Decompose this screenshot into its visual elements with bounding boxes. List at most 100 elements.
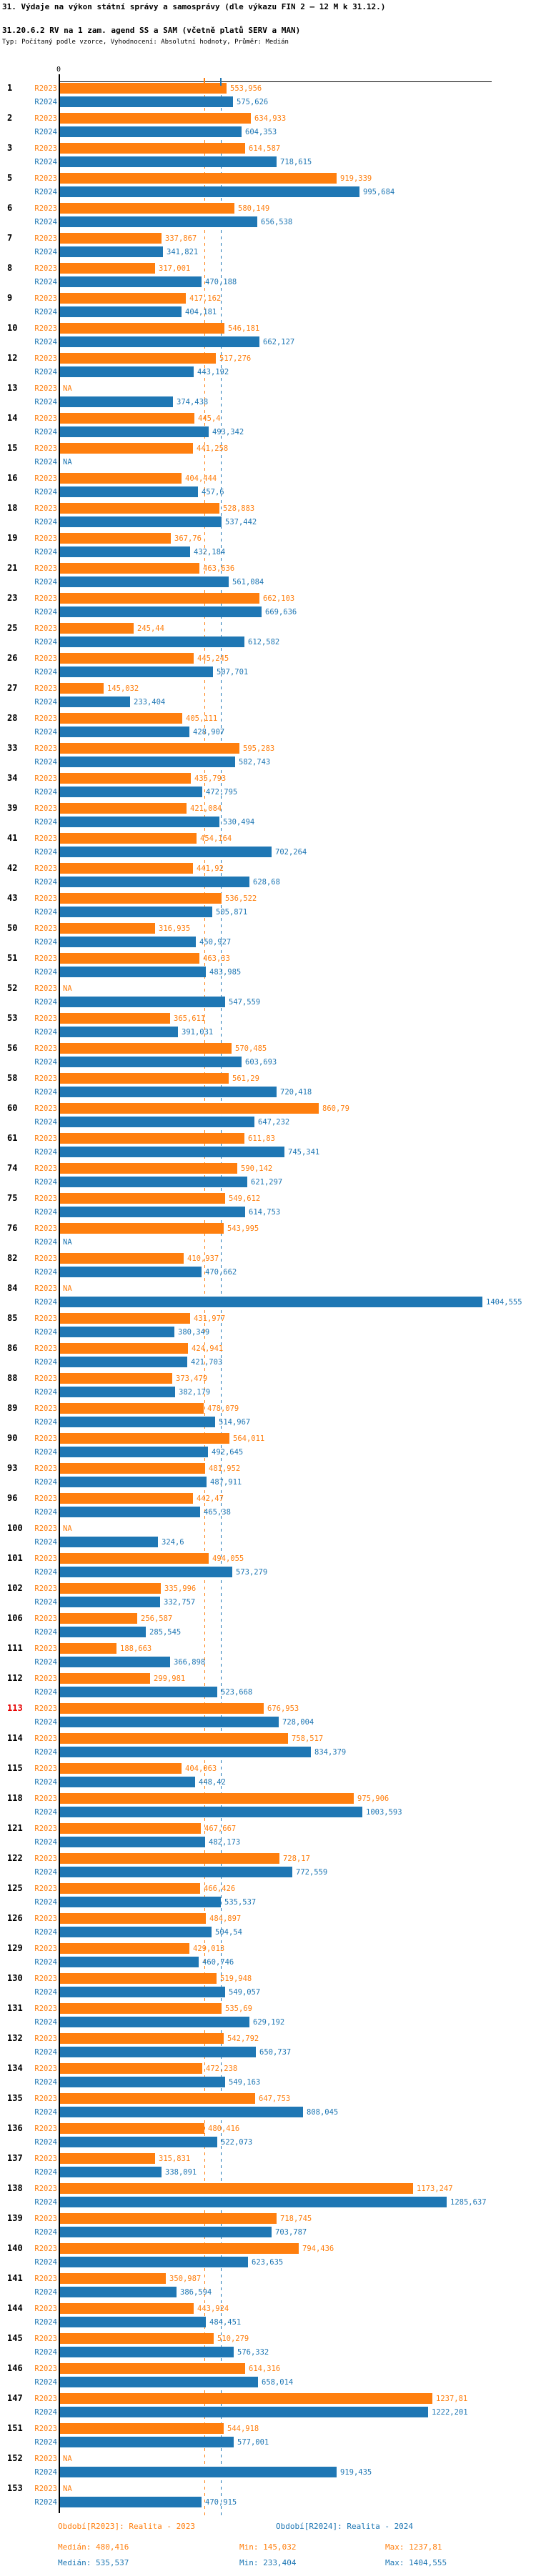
- bar-r2023: [60, 113, 251, 124]
- series-row-r2024: R2024 1285,637: [0, 2197, 536, 2207]
- bar-r2023: [60, 263, 155, 274]
- stat-median-r2023: Medián: 480,416: [58, 2542, 129, 2552]
- series-label-r2023: R2023: [34, 2005, 57, 2013]
- row-id: 60: [7, 1103, 18, 1113]
- row-id-highlighted: 113: [7, 1703, 23, 1713]
- row-id: 121: [7, 1823, 23, 1833]
- series-row-r2024: R2024 604,353: [0, 126, 536, 137]
- series-row-r2024: R2024 656,538: [0, 216, 536, 227]
- stat-max-r2024: Max: 1404,555: [385, 2558, 447, 2567]
- value-label: 720,418: [280, 1088, 312, 1097]
- series-label-r2024: R2024: [34, 2048, 57, 2057]
- value-label: 494,055: [212, 1554, 244, 1563]
- series-row-r2023: R2023 590,142: [0, 1163, 536, 1174]
- bar-r2023: [60, 1673, 150, 1684]
- bar-r2023: [60, 563, 199, 574]
- value-label: 549,163: [229, 2078, 261, 2087]
- value-label: 650,737: [259, 2048, 292, 2057]
- series-row-r2023: R2023 544,918: [0, 2423, 536, 2434]
- bar-r2023: [60, 1343, 188, 1354]
- bar-r2024: [60, 2317, 206, 2327]
- bar-r2024: [60, 2077, 225, 2087]
- bar-r2024: [60, 1357, 187, 1367]
- bar-r2024: [60, 997, 225, 1007]
- value-label: 772,559: [296, 1868, 328, 1877]
- series-label-r2023: R2023: [34, 354, 57, 363]
- series-row-r2024: R2024 507,701: [0, 667, 536, 677]
- series-row-r2024: R2024 662,127: [0, 336, 536, 347]
- series-label-r2023: R2023: [34, 384, 57, 393]
- series-row-r2024: R2024 808,045: [0, 2107, 536, 2117]
- value-label: 718,745: [280, 2215, 312, 2223]
- series-label-r2023: R2023: [34, 1614, 57, 1623]
- x-axis-line: [59, 81, 492, 82]
- series-label-r2023: R2023: [34, 1074, 57, 1083]
- series-label-r2023: R2023: [34, 564, 57, 573]
- series-label-r2023: R2023: [34, 1884, 57, 1893]
- bar-r2024: [60, 937, 196, 947]
- bar-r2024: [60, 1717, 279, 1727]
- series-row-r2023: R2023 404,444: [0, 473, 536, 484]
- bar-r2024: [60, 2287, 177, 2297]
- chart-row: 9 R2023 417,162 R2024 404,181: [0, 293, 536, 317]
- series-row-r2024: R2024 1003,593: [0, 1807, 536, 1817]
- series-label-r2023: R2023: [34, 1945, 57, 1953]
- series-row-r2023: R2023 NA: [0, 1283, 536, 1294]
- value-label: 629,192: [253, 2018, 285, 2027]
- row-id: 52: [7, 983, 18, 993]
- value-label: 188,663: [120, 1644, 152, 1653]
- series-label-r2023: R2023: [34, 2245, 57, 2253]
- series-row-r2024: R2024 919,435: [0, 2467, 536, 2477]
- bar-r2023: [60, 1643, 116, 1654]
- row-id: 19: [7, 533, 18, 543]
- bar-r2024: [60, 817, 219, 827]
- row-id: 146: [7, 2363, 23, 2373]
- series-row-r2024: R2024 647,232: [0, 1117, 536, 1127]
- value-label: 919,339: [340, 174, 372, 183]
- series-row-r2023: R2023 535,69: [0, 2003, 536, 2014]
- value-label: 662,127: [263, 338, 295, 346]
- chart-row: 135 R2023 647,753 R2024 808,045: [0, 2093, 536, 2117]
- series-label-r2024: R2024: [34, 1088, 57, 1097]
- series-label-r2024: R2024: [34, 1238, 57, 1247]
- value-label: 145,032: [107, 684, 139, 693]
- bar-r2023: [60, 1913, 206, 1924]
- series-row-r2024: R2024 703,787: [0, 2227, 536, 2237]
- series-row-r2024: R2024 470,662: [0, 1267, 536, 1277]
- series-label-r2023: R2023: [34, 2335, 57, 2343]
- bar-r2024: [60, 1387, 175, 1397]
- row-id: 118: [7, 1793, 23, 1803]
- series-row-r2024: R2024 341,821: [0, 246, 536, 257]
- series-label-r2023: R2023: [34, 1734, 57, 1743]
- median-tick-r2023: [204, 78, 205, 86]
- series-label-r2024: R2024: [34, 1178, 57, 1187]
- value-label: 580,149: [238, 204, 270, 213]
- bar-r2024: [60, 1747, 311, 1757]
- value-label: 445,4: [198, 414, 221, 423]
- value-label: 335,996: [164, 1584, 197, 1593]
- chart-row: 90 R2023 564,011 R2024 492,645: [0, 1433, 536, 1457]
- series-label-r2023: R2023: [34, 1764, 57, 1773]
- value-label: 493,342: [212, 428, 244, 436]
- bar-r2023: [60, 2423, 224, 2434]
- na-label: NA: [63, 2485, 72, 2493]
- bar-r2024: [60, 306, 182, 317]
- series-row-r2023: R2023 NA: [0, 2483, 536, 2494]
- row-id: 8: [7, 263, 13, 273]
- series-label-r2024: R2024: [34, 218, 57, 226]
- chart-row: 50 R2023 316,935 R2024 450,927: [0, 923, 536, 947]
- series-row-r2023: R2023 445,4: [0, 413, 536, 424]
- series-label-r2023: R2023: [34, 1674, 57, 1683]
- value-label: 547,559: [229, 998, 261, 1007]
- series-row-r2023: R2023 478,079: [0, 1403, 536, 1414]
- series-label-r2023: R2023: [34, 1704, 57, 1713]
- value-label: 536,522: [225, 894, 257, 903]
- series-row-r2024: R2024 428,907: [0, 727, 536, 737]
- bar-r2023: [60, 1583, 161, 1594]
- series-row-r2024: R2024 582,743: [0, 757, 536, 767]
- series-row-r2023: R2023 634,933: [0, 113, 536, 124]
- row-id: 14: [7, 413, 18, 423]
- row-id: 134: [7, 2063, 23, 2073]
- series-row-r2023: R2023 561,29: [0, 1073, 536, 1084]
- value-label: 658,014: [262, 2378, 294, 2387]
